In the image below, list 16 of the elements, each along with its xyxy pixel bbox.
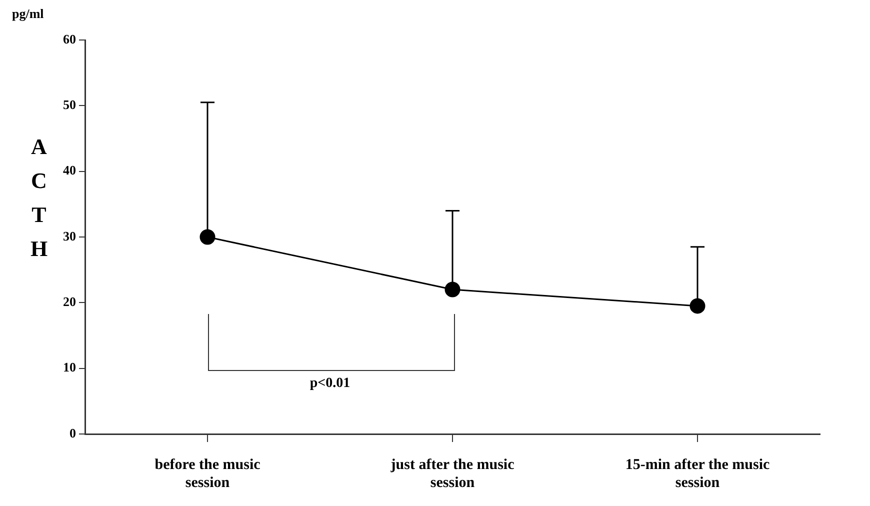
text: pg/ml: [12, 6, 44, 22]
x-tick-label: just after the music session: [390, 456, 515, 491]
x-tick-label: before the music session: [154, 456, 261, 491]
y-tick-label: 50: [63, 97, 76, 112]
y-tick-label: 30: [63, 228, 76, 244]
y-axis-title: ACTH: [29, 133, 49, 263]
y-tick-label: 10: [63, 360, 76, 375]
annotation: p<0.01: [310, 376, 350, 392]
point: [690, 298, 706, 314]
y-tick-label: 20: [63, 294, 76, 310]
y-tick-label: 40: [63, 162, 76, 178]
point: [200, 229, 216, 245]
point: [444, 282, 460, 298]
x-tick-label: 15-min after the music session: [625, 456, 770, 491]
y-tick-label: 0: [70, 425, 76, 440]
y-tick-label: 60: [63, 31, 76, 46]
